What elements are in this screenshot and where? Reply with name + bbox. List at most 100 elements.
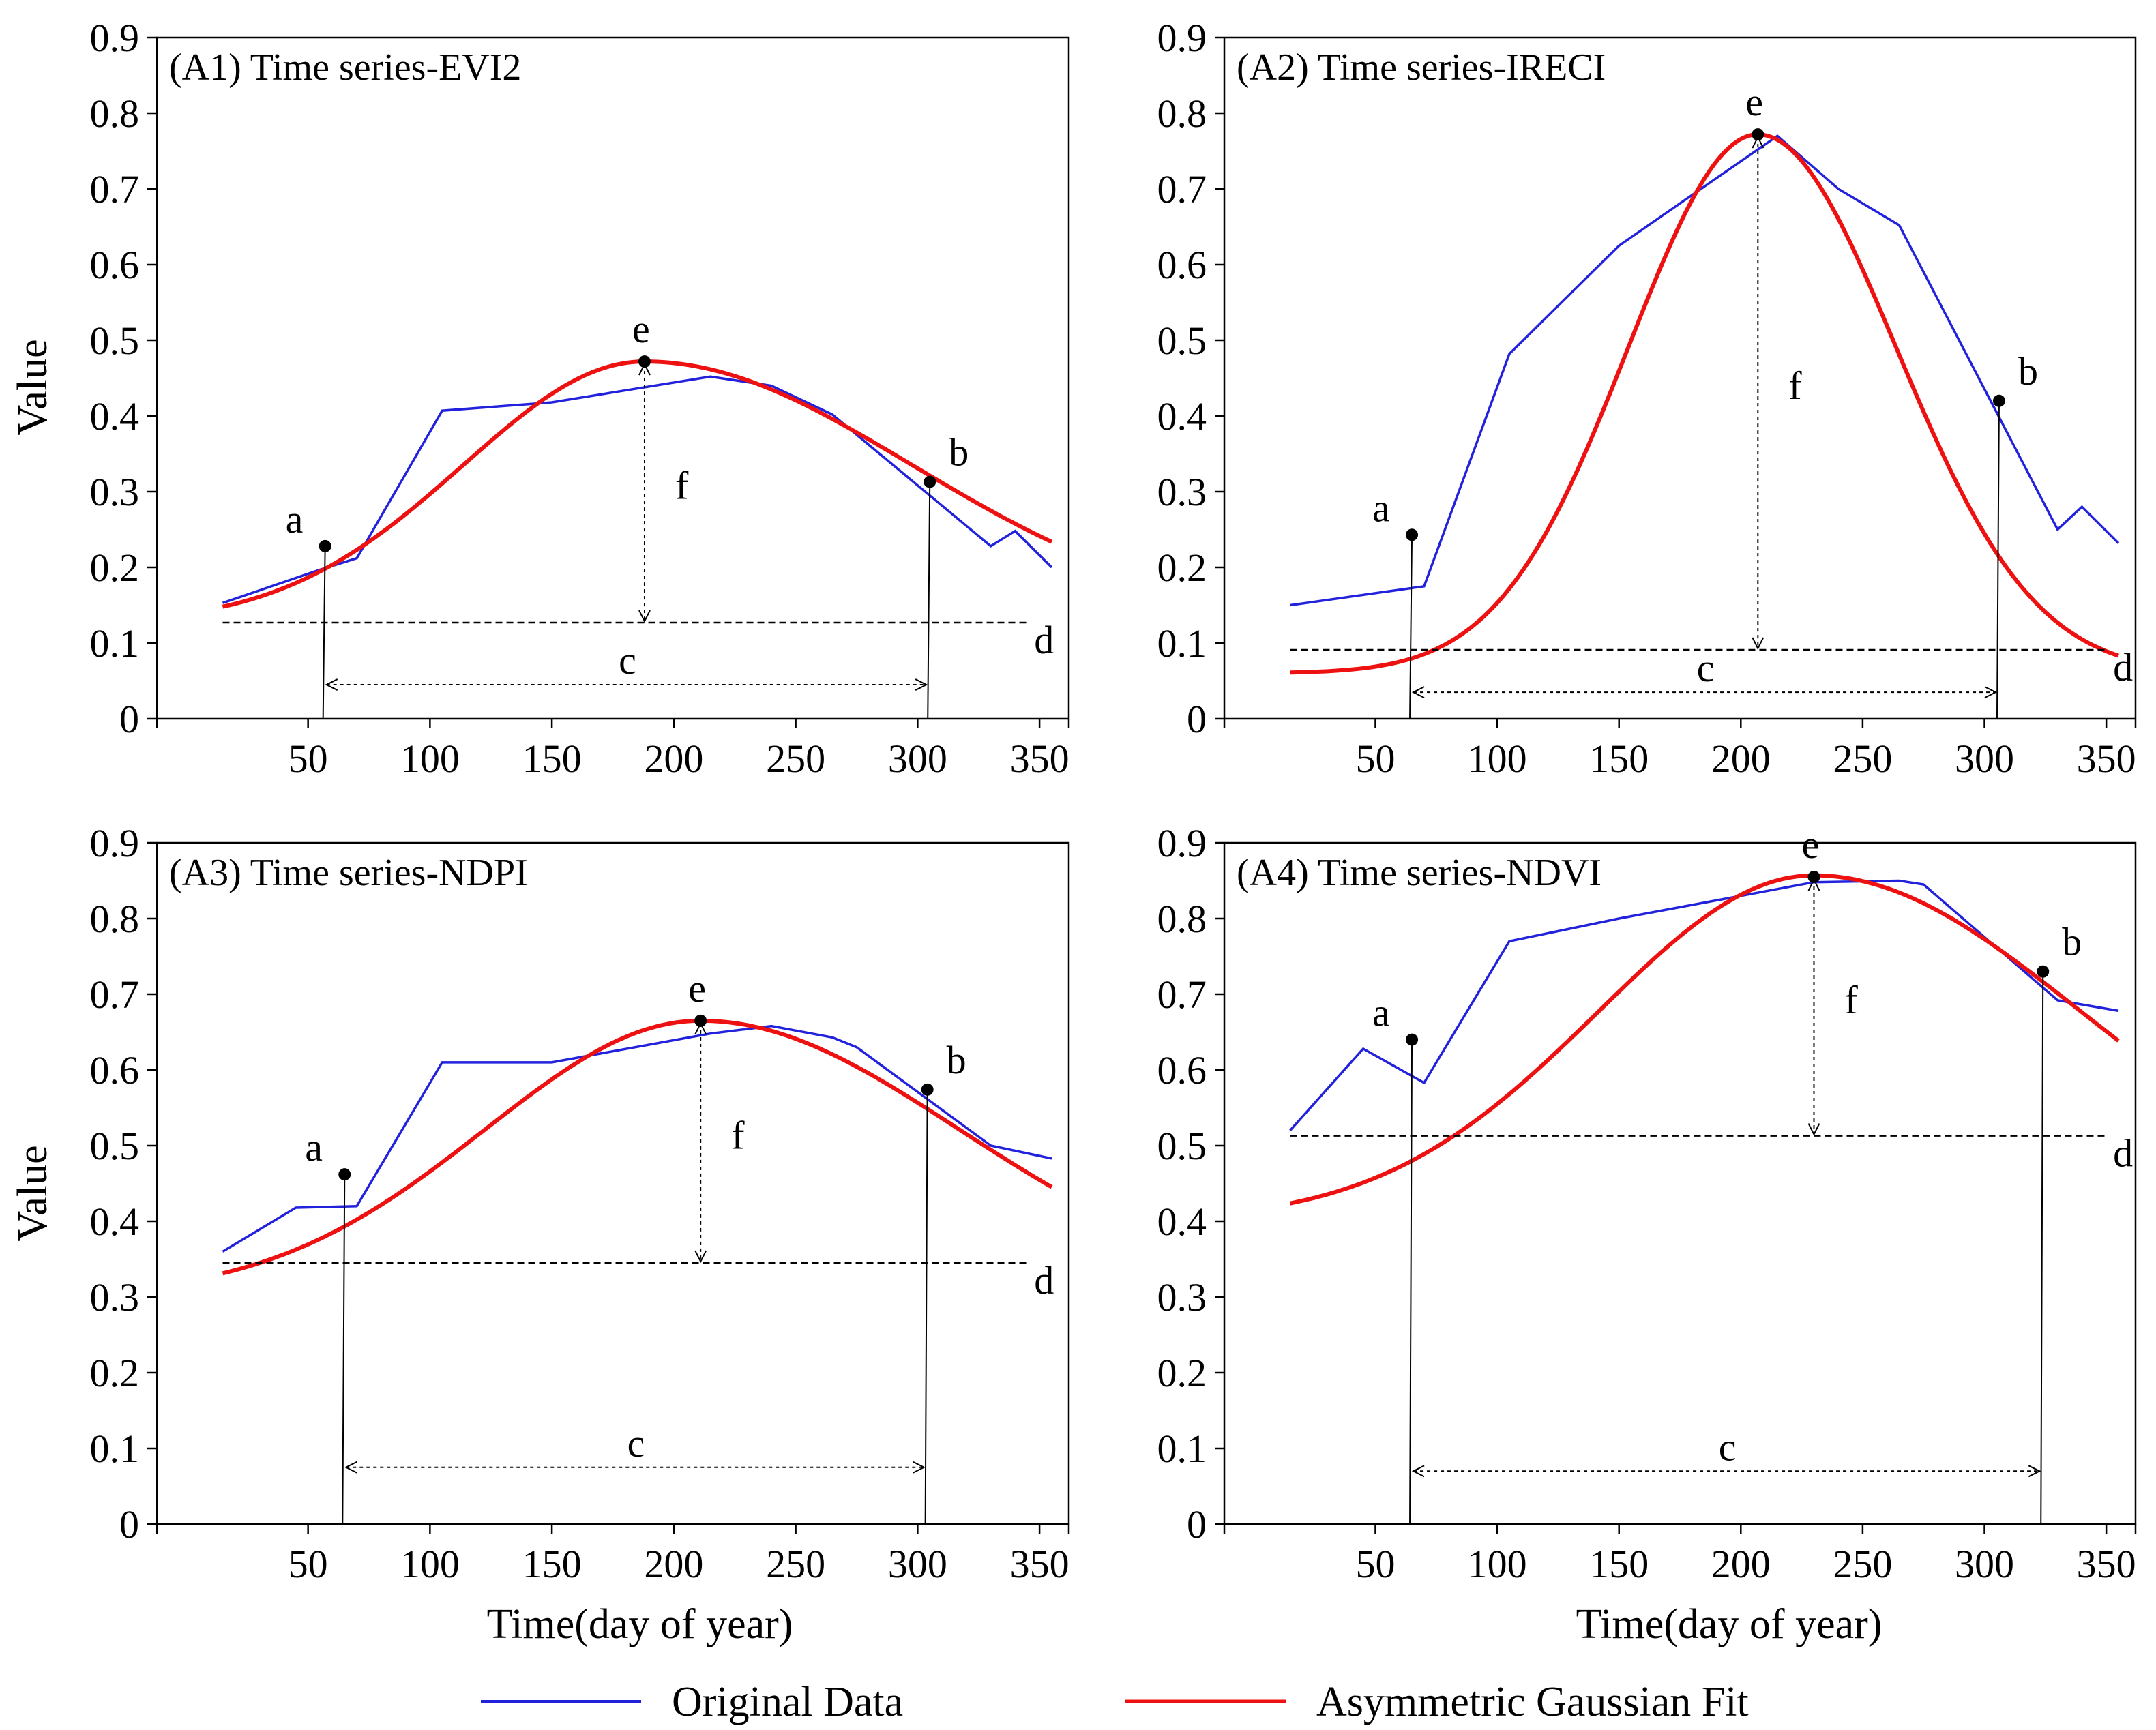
y-tick-label: 0	[1187, 1502, 1207, 1547]
label-d: d	[1034, 1258, 1054, 1302]
label-b: b	[949, 430, 969, 475]
plot-frame	[156, 36, 1070, 720]
end-season-line	[1996, 400, 2000, 719]
x-tick-label: 50	[289, 1542, 328, 1586]
x-tick-label: 250	[1833, 1542, 1892, 1586]
gaussian-fit-curve	[1290, 132, 2119, 675]
y-tick-label: 0.3	[1157, 470, 1207, 514]
y-tick-label: 0.7	[90, 972, 140, 1017]
legend-original-label: Original Data	[672, 1679, 903, 1725]
y-tick-label: 0.5	[90, 1124, 140, 1168]
label-d: d	[2113, 645, 2133, 689]
end-season-line	[924, 1089, 928, 1525]
y-tick-label: 0	[119, 697, 139, 741]
x-tick-label: 300	[888, 736, 947, 781]
x-tick-label: 150	[1589, 1542, 1649, 1586]
x-tick-label: 50	[1355, 736, 1395, 781]
panel-1: 0 0.1 0.2 0.3 0.4 0.5 0.6 0.7 0.8 0.9 50 100 150 200 2…	[90, 16, 1070, 781]
point-b	[2037, 965, 2050, 978]
point-e	[638, 355, 651, 368]
label-c: c	[627, 1421, 645, 1465]
x-tick-label: 150	[1589, 736, 1649, 781]
original-data-line	[1290, 134, 2120, 607]
x-tick-label: 250	[766, 736, 825, 781]
label-a: a	[1372, 991, 1390, 1035]
y-tick-label: 0	[119, 1502, 139, 1547]
y-axis-label-bottom: Value	[10, 1145, 56, 1241]
y-tick-label: 0.8	[1157, 897, 1207, 941]
x-tick-label: 50	[289, 736, 328, 781]
label-e: e	[1801, 822, 1819, 867]
y-tick-label: 0.2	[1157, 1351, 1207, 1395]
x-tick-label: 250	[766, 1542, 825, 1586]
label-c: c	[1697, 646, 1715, 690]
plot-frame	[1223, 36, 2137, 720]
y-tick-label: 0.4	[90, 394, 140, 438]
y-tick-label: 0.1	[90, 1427, 140, 1471]
y-tick-label: 0.9	[1157, 821, 1207, 865]
y-tick-label: 0.8	[1157, 91, 1207, 136]
y-tick-label: 0.9	[90, 16, 140, 60]
x-tick-label: 350	[1010, 1542, 1069, 1586]
y-tick-label: 0.7	[1157, 972, 1207, 1017]
x-tick-label: 100	[400, 736, 460, 781]
end-season-line	[927, 481, 931, 719]
point-e	[1752, 128, 1764, 141]
y-tick-label: 0.4	[90, 1199, 140, 1244]
start-season-line	[342, 1174, 346, 1525]
panel-title: (A2) Time series-IRECI	[1237, 46, 1606, 89]
legend-fit-label: Asymmetric Gaussian Fit	[1316, 1679, 1749, 1725]
y-tick-label: 0.3	[90, 1275, 140, 1319]
start-season-line	[322, 546, 326, 719]
x-tick-label: 200	[1711, 736, 1771, 781]
plot-frame	[1223, 841, 2137, 1525]
point-a	[338, 1168, 351, 1181]
x-tick-label: 100	[400, 1542, 460, 1586]
start-season-line	[1409, 1039, 1413, 1525]
label-f: f	[1788, 363, 1802, 408]
y-tick-label: 0.7	[1157, 167, 1207, 211]
x-tick-label: 150	[522, 1542, 582, 1586]
y-tick-label: 0.4	[1157, 394, 1207, 438]
label-b: b	[2018, 349, 2038, 393]
x-axis-label-right: Time(day of year)	[1576, 1601, 1882, 1647]
gaussian-fit-curve	[222, 1018, 1053, 1276]
y-tick-label: 0.3	[90, 470, 140, 514]
panel-4: 0 0.1 0.2 0.3 0.4 0.5 0.6 0.7 0.8 0.9 50 100 150 200 2…	[1157, 821, 2137, 1586]
point-b	[924, 475, 936, 488]
label-d: d	[1034, 618, 1054, 662]
panel-title: (A3) Time series-NDPI	[169, 852, 528, 894]
label-d: d	[2113, 1131, 2133, 1176]
panel-2: 0 0.1 0.2 0.3 0.4 0.5 0.6 0.7 0.8 0.9 50 100 150 200 2…	[1157, 16, 2137, 781]
label-a: a	[1372, 486, 1390, 530]
y-axis-label-top: Value	[10, 339, 56, 435]
label-f: f	[675, 464, 689, 508]
x-tick-label: 200	[644, 1542, 703, 1586]
x-tick-label: 200	[1711, 1542, 1771, 1586]
y-tick-label: 0.5	[90, 318, 140, 363]
y-tick-label: 0.2	[1157, 546, 1207, 590]
x-axis-label-left: Time(day of year)	[487, 1601, 793, 1647]
label-c: c	[619, 638, 636, 683]
x-tick-label: 50	[1355, 1542, 1395, 1586]
panel-3: 0 0.1 0.2 0.3 0.4 0.5 0.6 0.7 0.8 0.9 50 100 150 200 2…	[90, 821, 1070, 1586]
panel-title: (A4) Time series-NDVI	[1237, 852, 1601, 894]
label-e: e	[688, 966, 706, 1011]
legend: Original Data Asymmetric Gaussian Fit	[481, 1679, 1749, 1725]
label-e: e	[1745, 80, 1763, 124]
y-tick-label: 0.6	[90, 243, 140, 287]
plot-frame	[156, 841, 1070, 1525]
label-f: f	[731, 1113, 745, 1157]
label-a: a	[305, 1125, 323, 1169]
y-tick-label: 0.6	[90, 1048, 140, 1092]
x-tick-label: 300	[1955, 1542, 2014, 1586]
x-tick-label: 200	[644, 736, 703, 781]
x-tick-label: 300	[888, 1542, 947, 1586]
y-tick-label: 0.3	[1157, 1275, 1207, 1319]
end-season-line	[2040, 971, 2044, 1525]
label-c: c	[1719, 1425, 1737, 1469]
point-e	[1807, 870, 1820, 883]
y-tick-label: 0.7	[90, 167, 140, 211]
y-tick-label: 0.5	[1157, 318, 1207, 363]
x-tick-label: 350	[1010, 736, 1069, 781]
